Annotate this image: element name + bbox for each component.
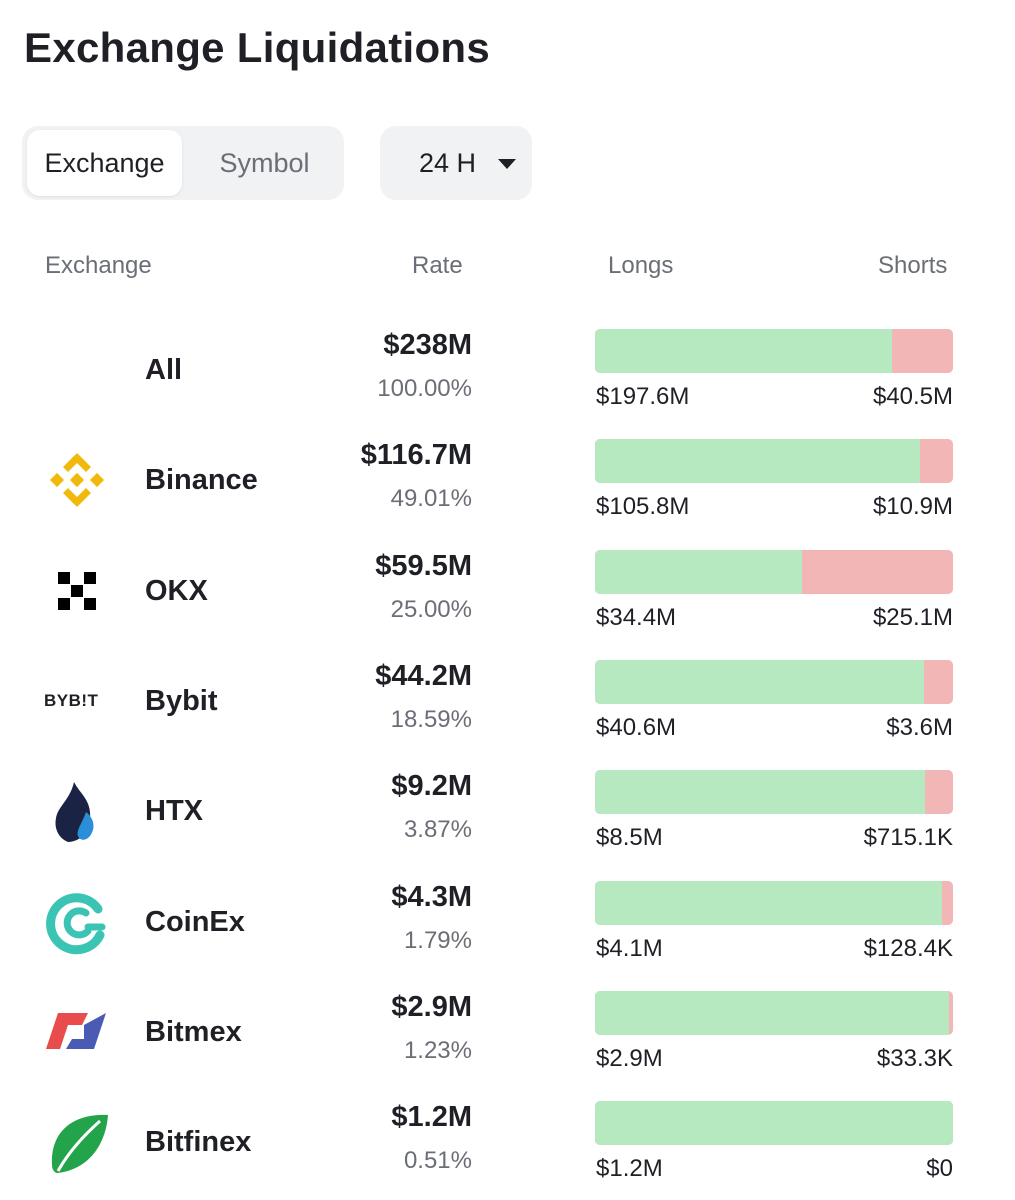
table-row[interactable]: BYB!T Bybit $44.2M 18.59% $40.6M $3.6M — [0, 646, 1015, 756]
longs-value: $1.2M — [596, 1155, 663, 1183]
exchange-name: Binance — [145, 464, 258, 497]
bybit-icon: BYB!T — [44, 668, 110, 734]
longs-value: $2.9M — [596, 1044, 663, 1072]
long-bar-fill — [595, 1101, 953, 1146]
okx-icon — [44, 558, 110, 624]
rate-percent: 1.79% — [403, 926, 472, 954]
table-row[interactable]: Bitmex $2.9M 1.23% $2.9M $33.3K — [0, 977, 1015, 1087]
long-short-bar — [595, 990, 953, 1035]
rate-value: $1.2M — [391, 1101, 472, 1134]
long-bar-fill — [595, 770, 926, 815]
rate-value: $238M — [383, 329, 472, 361]
shorts-value: $128.4K — [863, 934, 953, 962]
exchange-name: All — [145, 354, 183, 386]
long-bar-fill — [595, 439, 920, 484]
binance-icon — [44, 447, 110, 513]
shorts-value: $715.1K — [863, 824, 953, 852]
shorts-value: $33.3K — [876, 1044, 953, 1072]
long-short-bar — [595, 770, 953, 815]
caret-down-icon — [498, 159, 516, 169]
column-header-rate: Rate — [412, 252, 463, 279]
long-bar-fill — [595, 990, 949, 1035]
shorts-value: $40.5M — [872, 383, 953, 410]
table-row[interactable]: Bitfinex $1.2M 0.51% $1.2M $0 — [0, 1087, 1015, 1197]
long-short-bar — [595, 1101, 953, 1146]
period-label: 24 H — [419, 148, 477, 178]
rate-value: $9.2M — [391, 770, 472, 803]
exchange-name: Bitmex — [145, 1015, 242, 1048]
exchange-name: Bitfinex — [145, 1126, 252, 1159]
rate-percent: 18.59% — [390, 705, 472, 733]
rate-percent: 25.00% — [390, 595, 472, 623]
tab-exchange[interactable]: Exchange — [27, 130, 182, 196]
rate-percent: 1.23% — [403, 1036, 472, 1064]
coinex-icon — [44, 889, 110, 955]
exchange-name: OKX — [145, 574, 208, 607]
exchange-name: CoinEx — [145, 905, 245, 938]
long-bar-fill — [595, 329, 893, 373]
view-toggle: Exchange Symbol — [22, 126, 344, 200]
bybit-logo-text: BYB!T — [44, 690, 99, 710]
exchange-name: HTX — [145, 795, 203, 828]
bitfinex-icon — [44, 1109, 110, 1175]
rate-percent: 0.51% — [403, 1147, 472, 1175]
long-short-bar — [595, 549, 953, 594]
long-short-bar — [595, 659, 953, 704]
table-row[interactable]: All $238M 100.00% $197.6M $40.5M — [0, 315, 1015, 425]
column-header-longs: Longs — [608, 252, 674, 279]
long-bar-fill — [595, 659, 924, 704]
long-bar-fill — [595, 549, 802, 594]
rate-percent: 49.01% — [390, 485, 472, 513]
longs-value: $40.6M — [596, 713, 677, 741]
rate-value: $2.9M — [391, 990, 472, 1023]
table-row[interactable]: OKX $59.5M 25.00% $34.4M $25.1M — [0, 536, 1015, 646]
longs-value: $197.6M — [596, 383, 690, 410]
htx-icon — [44, 778, 110, 844]
rate-value: $4.3M — [391, 880, 472, 913]
rate-value: $44.2M — [375, 659, 472, 692]
exchange-name: Bybit — [145, 684, 218, 717]
column-header-shorts: Shorts — [878, 252, 948, 279]
rate-percent: 3.87% — [403, 816, 472, 844]
rate-percent: 100.00% — [377, 375, 472, 402]
bitmex-icon — [44, 999, 110, 1065]
page-title: Exchange Liquidations — [24, 24, 491, 71]
longs-value: $4.1M — [596, 934, 663, 962]
table-row[interactable]: CoinEx $4.3M 1.79% $4.1M $128.4K — [0, 867, 1015, 977]
rate-value: $59.5M — [375, 549, 472, 582]
long-bar-fill — [595, 880, 943, 925]
shorts-value: $10.9M — [872, 493, 953, 521]
shorts-value: $3.6M — [886, 713, 953, 741]
long-short-bar — [595, 439, 953, 484]
longs-value: $34.4M — [596, 603, 677, 631]
logo-placeholder — [44, 337, 110, 403]
longs-value: $105.8M — [596, 493, 690, 521]
tab-symbol[interactable]: Symbol — [219, 148, 310, 178]
table-row[interactable]: Binance $116.7M 49.01% $105.8M $10.9M — [0, 425, 1015, 535]
shorts-value: $25.1M — [872, 603, 953, 631]
long-short-bar — [595, 880, 953, 925]
longs-value: $8.5M — [596, 824, 663, 852]
column-header-exchange: Exchange — [45, 252, 152, 279]
shorts-value: $0 — [926, 1155, 953, 1183]
period-select[interactable]: 24 H — [380, 126, 532, 200]
table-row[interactable]: HTX $9.2M 3.87% $8.5M $715.1K — [0, 756, 1015, 866]
long-short-bar — [595, 329, 953, 373]
rate-value: $116.7M — [360, 439, 472, 472]
